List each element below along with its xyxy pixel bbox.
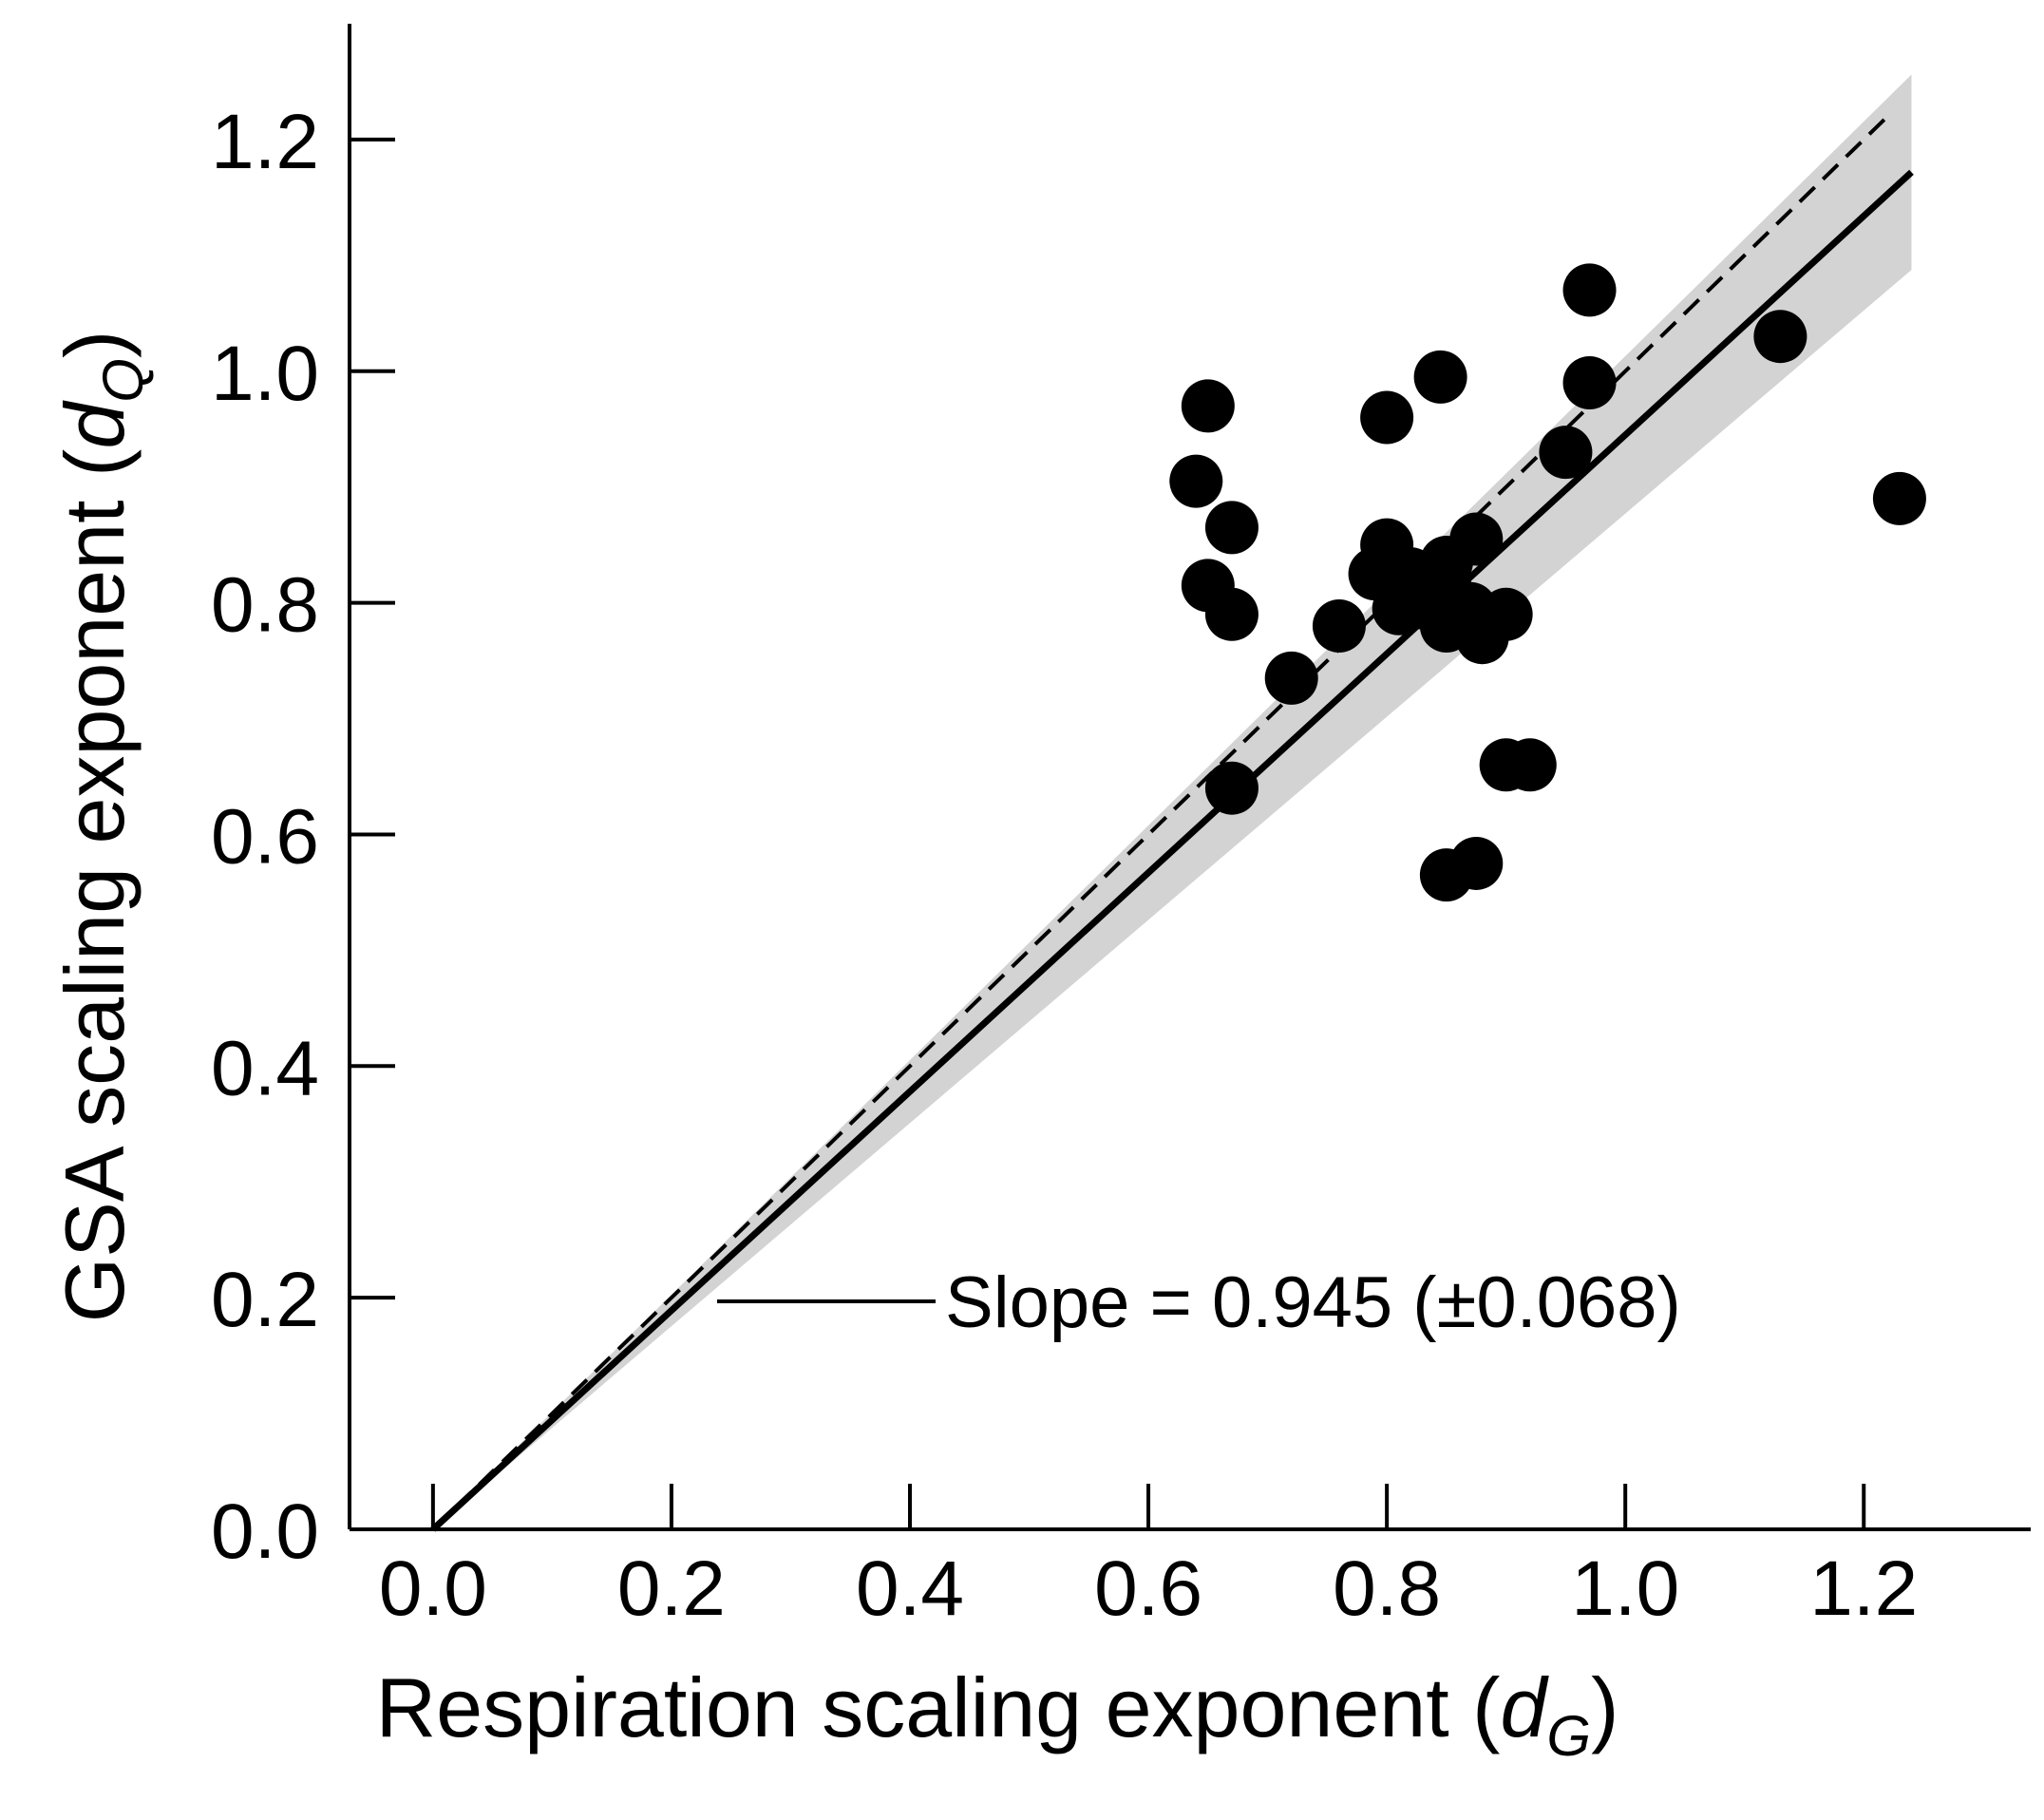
data-point xyxy=(1360,390,1414,445)
y-tick-label: 0.2 xyxy=(211,1257,319,1343)
x-axis-subscript: G xyxy=(1546,1704,1591,1768)
data-point xyxy=(1413,350,1467,404)
data-point xyxy=(1204,501,1259,555)
data-point xyxy=(1479,587,1533,641)
confidence-band-layer xyxy=(432,74,1912,1529)
data-point xyxy=(1181,379,1235,433)
x-tick-label: 0.6 xyxy=(1094,1545,1202,1632)
y-tick-label: 1.0 xyxy=(211,331,319,417)
data-point xyxy=(1449,836,1504,890)
x-axis-symbol: d xyxy=(1500,1660,1549,1754)
y-tick-label: 0.4 xyxy=(211,1025,319,1111)
x-tick-label: 0.0 xyxy=(379,1545,487,1632)
data-point xyxy=(1753,310,1807,364)
y-axis-title-text: GSA scaling exponent xyxy=(47,500,142,1322)
line-layer xyxy=(430,115,1914,1532)
data-point xyxy=(1562,263,1617,317)
y-tick-label: 0.6 xyxy=(211,793,319,880)
data-point xyxy=(1539,426,1593,480)
confidence-band xyxy=(432,74,1912,1529)
data-point xyxy=(1449,512,1504,566)
data-point xyxy=(1169,454,1223,508)
x-axis-title: Respiration scaling exponent (dG) xyxy=(376,1660,1619,1768)
data-point xyxy=(1503,738,1557,792)
data-point xyxy=(1872,471,1926,525)
data-point xyxy=(1562,355,1617,409)
identity-line xyxy=(431,115,1889,1531)
y-tick-label: 1.2 xyxy=(211,99,319,185)
y-axis-title: GSA scaling exponent (dQ) xyxy=(47,331,155,1323)
data-points xyxy=(1169,263,1926,902)
data-point xyxy=(1204,761,1259,815)
y-tick-label: 0.0 xyxy=(211,1488,319,1575)
y-axis-subscript: Q xyxy=(91,358,155,403)
y-axis-symbol: d xyxy=(47,400,142,449)
x-tick-label: 1.2 xyxy=(1809,1545,1918,1632)
data-point xyxy=(1204,587,1259,641)
y-tick-label: 0.8 xyxy=(211,562,319,649)
x-tick-label: 1.0 xyxy=(1571,1545,1679,1632)
axes: 0.0 0.2 0.4 0.6 0.8 1.0 1.2 0.0 0.2 0.4 0.6 0.8 1.0 1… xyxy=(211,24,2031,1632)
x-tick-label: 0.8 xyxy=(1333,1545,1441,1632)
x-tick-label: 0.4 xyxy=(856,1545,964,1632)
slope-annotation: Slope = 0.945 (±0.068) xyxy=(945,1262,1681,1343)
data-point xyxy=(1312,599,1366,653)
x-tick-label: 0.2 xyxy=(617,1545,726,1632)
x-axis-title-text: Respiration scaling exponent xyxy=(376,1660,1449,1754)
data-point xyxy=(1264,651,1318,705)
regression-line xyxy=(430,169,1914,1532)
